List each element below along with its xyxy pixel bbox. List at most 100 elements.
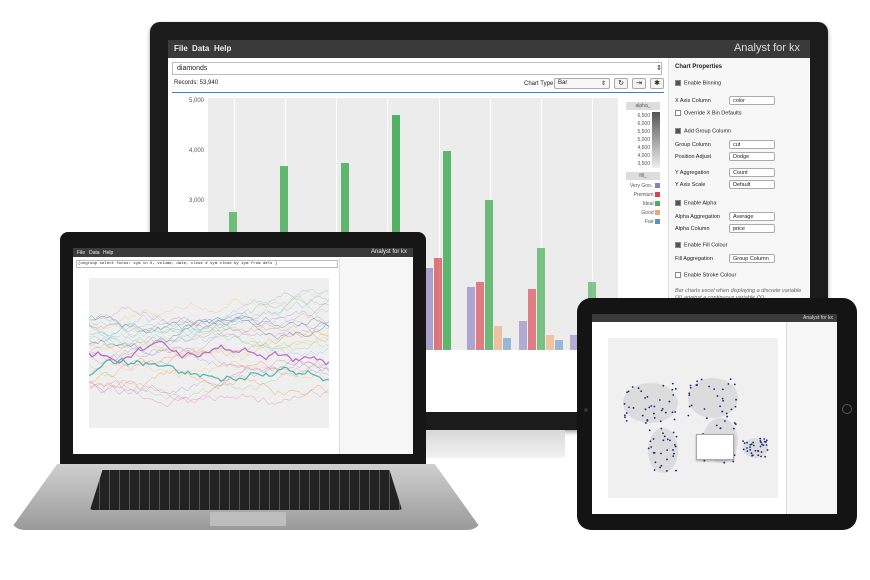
map-point [688,405,691,408]
map-point [648,429,651,432]
bar[interactable] [569,335,578,350]
continent-shape [743,438,768,458]
map-point [713,388,716,391]
menu-data[interactable]: Data [192,44,210,53]
refresh-button[interactable]: ↻ [614,78,628,89]
brand-logo: Analyst for kx [733,42,800,54]
monitor-stand [415,430,565,458]
map-point [625,412,628,414]
map-point [742,440,745,443]
bar[interactable] [434,257,443,350]
chart-type-label: Chart Type [524,81,554,87]
chart-type-select[interactable]: Bar ⇕ [554,78,610,89]
series-line [88,314,330,337]
line-chart-svg [88,288,330,407]
series-line [88,357,329,382]
bar[interactable] [536,248,545,350]
map-point [654,461,657,464]
map-point [669,439,671,442]
legend-fill-item: Very Goo.. [626,182,660,191]
alpha-aggregation-select[interactable]: Average [729,212,775,221]
bar[interactable] [476,282,485,350]
enable-stroke-checkbox[interactable]: Enable Stroke Colour [675,272,736,278]
menu-file[interactable]: File [77,250,86,256]
export-button[interactable]: ⇥ [632,78,646,89]
bar[interactable] [467,287,476,350]
legend-fill-item: Good [626,209,660,218]
bar[interactable] [443,151,452,350]
map-point [624,414,626,417]
fill-aggregation-select[interactable]: Group Column [729,254,775,263]
tablet-home-button[interactable] [842,404,852,414]
map-point [653,469,656,471]
bar[interactable] [425,267,434,350]
map-point [662,384,665,387]
map-point [653,416,656,419]
map-point [637,387,640,390]
map-point [640,390,643,393]
query-input[interactable]: diamonds [172,62,662,75]
map-point [719,405,721,408]
bar[interactable] [545,335,554,350]
map-point [660,452,662,455]
menu-file[interactable]: File [174,44,188,53]
add-group-column-checkbox[interactable]: Add Group Column [675,128,731,134]
map-point [631,386,634,388]
tablet-camera [584,408,588,412]
series-line [88,361,330,395]
menu-help[interactable]: Help [103,250,114,256]
map-point [653,412,655,415]
series-line [88,299,330,332]
map-point [648,406,651,409]
map-point [732,460,735,463]
bar[interactable] [494,325,503,350]
map-point [662,432,664,435]
map-point [746,447,748,449]
settings-button[interactable]: ✱ [650,78,664,89]
bar[interactable] [518,320,527,350]
enable-binning-checkbox[interactable]: Enable Binning [675,80,721,86]
map-point [662,439,665,442]
bar[interactable] [485,199,494,350]
map-point [743,442,746,445]
map-point [659,420,662,423]
map-plot[interactable] [608,338,778,498]
bar[interactable] [554,340,563,350]
records-count: Records: 53,940 [174,80,219,86]
map-point [660,427,663,430]
map-point [733,454,736,457]
series-line [88,298,330,346]
map-point [658,399,661,401]
series-line [88,288,330,331]
group-column-select[interactable]: cut [729,140,775,149]
enable-alpha-checkbox[interactable]: Enable Alpha [675,200,716,206]
position-adjust-select[interactable]: Dodge [729,152,775,161]
map-point [624,416,626,419]
y-aggregation-select[interactable]: Count [729,168,775,177]
line-chart-plot[interactable] [88,278,330,428]
chart-legend: alpha_ 6,500 6,000 5,500 5,000 4,500 4,000 3,5… [626,102,660,252]
map-point [730,408,733,411]
map-point [673,418,676,421]
map-point [659,466,661,469]
map-point [653,405,656,408]
legend-alpha-value: 6,500 [637,113,650,119]
laptop-screen: File Data Help Analyst for kx [ungroup s… [73,248,413,454]
map-point [742,448,745,451]
map-point [690,404,693,407]
bar[interactable] [503,337,512,350]
y-axis-scale-select[interactable]: Default [729,180,775,189]
map-point [764,455,766,458]
menu-data[interactable]: Data [89,250,100,256]
checkbox-icon [675,110,681,116]
x-axis-column-select[interactable]: color [729,96,775,105]
bar[interactable] [527,289,536,350]
map-point [765,439,768,442]
override-x-bin-checkbox[interactable]: Override X Bin Defaults [675,110,741,116]
series-line [88,384,330,407]
alpha-column-select[interactable]: price [729,224,775,233]
enable-fill-checkbox[interactable]: Enable Fill Colour [675,242,727,248]
query-dropdown-icon[interactable]: ⇕ [656,65,662,72]
menu-help[interactable]: Help [214,44,232,53]
query-input[interactable]: [ungroup select focus: sym in X, volume,… [76,260,338,268]
